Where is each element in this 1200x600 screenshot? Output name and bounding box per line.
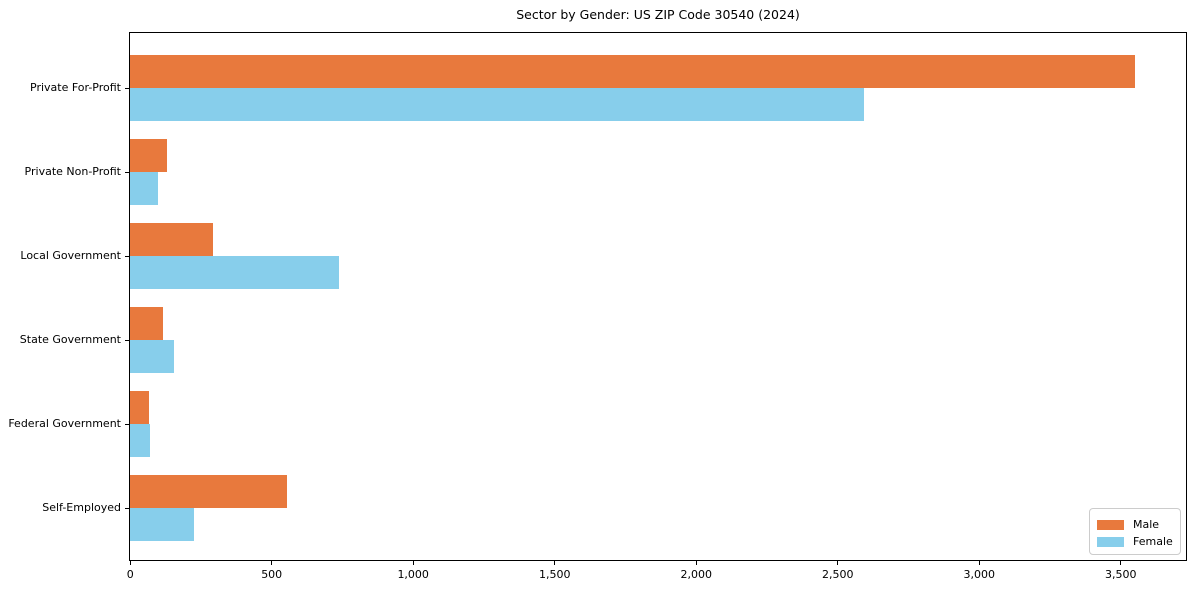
chart-title: Sector by Gender: US ZIP Code 30540 (202… — [516, 7, 800, 22]
x-tick-mark-6 — [978, 561, 980, 565]
legend-label-male: Male — [1133, 518, 1160, 531]
bar-male-1 — [130, 138, 167, 172]
bar-male-3 — [130, 306, 164, 340]
y-tick-mark-0 — [125, 87, 129, 89]
bar-female-4 — [130, 423, 151, 457]
bar-female-1 — [130, 171, 159, 205]
bar-male-4 — [130, 390, 149, 424]
y-tick-mark-2 — [125, 255, 129, 257]
y-tick-mark-1 — [125, 171, 129, 173]
y-tick-label-3: State Government — [19, 333, 121, 346]
bar-male-5 — [130, 474, 288, 508]
x-tick-label-4: 2,000 — [680, 568, 712, 581]
legend-label-female: Female — [1133, 535, 1173, 548]
y-tick-label-5: Self-Employed — [42, 501, 121, 514]
x-tick-mark-5 — [837, 561, 839, 565]
x-tick-label-0: 0 — [126, 568, 134, 581]
x-tick-mark-4 — [695, 561, 697, 565]
y-tick-label-0: Private For-Profit — [30, 81, 121, 94]
y-tick-mark-4 — [125, 423, 129, 425]
x-tick-label-2: 1,000 — [397, 568, 429, 581]
female-series-swatch — [1097, 536, 1124, 547]
y-tick-label-2: Local Government — [20, 249, 121, 262]
legend: Male Female — [1089, 508, 1181, 555]
bar-male-0 — [130, 54, 1135, 88]
legend-entry-female: Female — [1097, 534, 1180, 549]
x-tick-mark-2 — [412, 561, 414, 565]
bar-female-3 — [130, 339, 174, 373]
y-tick-mark-5 — [125, 507, 129, 509]
bar-female-0 — [130, 87, 865, 121]
legend-entry-male: Male — [1097, 517, 1180, 532]
bar-male-2 — [130, 222, 214, 256]
x-tick-mark-7 — [1120, 561, 1122, 565]
bar-female-2 — [130, 255, 340, 289]
male-series-swatch — [1097, 519, 1124, 530]
y-tick-label-4: Federal Government — [8, 417, 121, 430]
x-tick-mark-3 — [554, 561, 556, 565]
x-tick-label-5: 2,500 — [821, 568, 854, 581]
y-tick-label-1: Private Non-Profit — [24, 165, 121, 178]
plot-area — [129, 32, 1187, 561]
y-tick-mark-3 — [125, 339, 129, 341]
x-tick-mark-0 — [129, 561, 131, 565]
x-tick-label-6: 3,000 — [963, 568, 995, 581]
x-tick-label-1: 500 — [261, 568, 283, 581]
x-tick-label-7: 3,500 — [1104, 568, 1137, 581]
x-tick-mark-1 — [271, 561, 273, 565]
bar-female-5 — [130, 507, 194, 541]
x-tick-label-3: 1,500 — [538, 568, 571, 581]
